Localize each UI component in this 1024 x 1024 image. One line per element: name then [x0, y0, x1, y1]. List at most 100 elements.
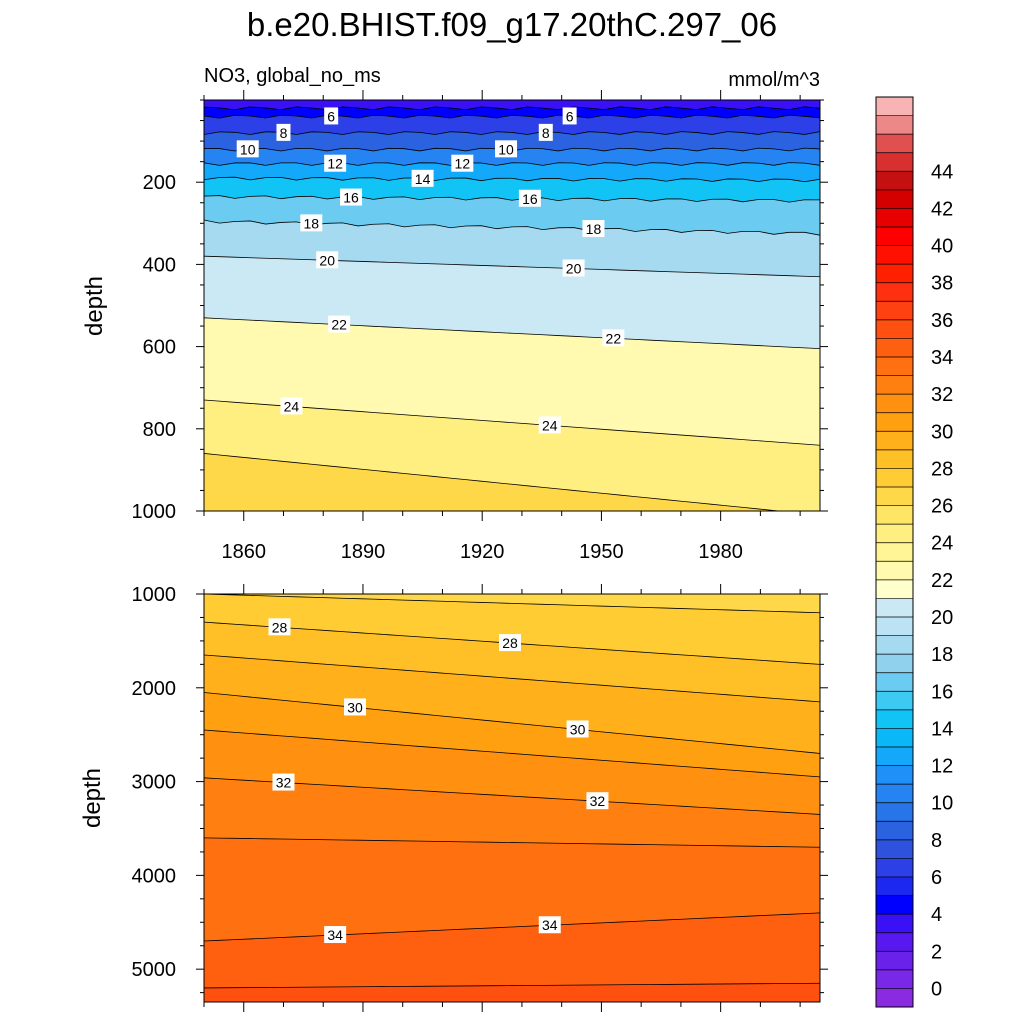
- x-tick-label: 1890: [341, 541, 386, 563]
- contour-label-text: 28: [272, 619, 288, 635]
- colorbar-swatch: [876, 412, 913, 432]
- colorbar-swatch: [876, 858, 913, 878]
- variable-label: NO3, global_no_ms: [204, 65, 381, 87]
- colorbar-tick-label: 22: [931, 570, 953, 592]
- contour-label-text: 20: [566, 261, 582, 277]
- colorbar-swatch: [876, 264, 913, 284]
- contour-label: 24: [280, 397, 303, 415]
- y-tick-label: 600: [143, 337, 176, 359]
- colorbar-swatch: [876, 97, 913, 116]
- contour-label-text: 32: [590, 793, 606, 809]
- colorbar-swatch: [876, 617, 913, 636]
- contour-label-text: 18: [304, 215, 320, 231]
- colorbar-swatch: [876, 227, 913, 246]
- contour-label-bg: [602, 329, 625, 347]
- lower-contour-labels: 28 28 30 30 32 32 34 34: [268, 618, 609, 944]
- colorbar-swatch: [876, 357, 913, 376]
- colorbar-swatch: [876, 839, 913, 859]
- upper-y-axis-label: depth: [81, 276, 108, 336]
- contour-label: 20: [562, 259, 585, 277]
- contour-label: 28: [499, 634, 522, 652]
- contour-label: 32: [272, 773, 295, 791]
- contour-label: 22: [328, 315, 351, 333]
- colorbar-swatch: [876, 932, 913, 952]
- lower-y-axis-label: depth: [79, 768, 106, 828]
- contour-label-text: 6: [566, 108, 574, 124]
- colorbar-swatch: [876, 301, 913, 321]
- colorbar-swatch: [876, 524, 913, 544]
- contour-line: [204, 162, 820, 166]
- colorbar-swatch: [876, 505, 913, 525]
- contour-label-text: 6: [327, 108, 335, 124]
- colorbar-swatch: [876, 747, 913, 766]
- colorbar-tick-label: 30: [931, 421, 953, 443]
- colorbar-tick-label: 20: [931, 607, 953, 629]
- contour-label-text: 8: [280, 125, 288, 141]
- upper-axes: 200 400 600 800 1000 1860 1890 1920 1950 1980: [132, 90, 828, 563]
- colorbar-swatch: [876, 728, 913, 748]
- colorbar-tick-label: 34: [931, 347, 953, 369]
- colorbar-tick-label: 18: [931, 644, 953, 666]
- colorbar-tick-label: 24: [931, 533, 953, 555]
- contour-label-bg: [276, 123, 291, 141]
- colorbar-swatch: [876, 208, 913, 228]
- contour-label-text: 30: [347, 699, 363, 715]
- contour-label: 28: [268, 618, 291, 636]
- colorbar-swatch: [876, 821, 913, 841]
- y-tick-label: 200: [143, 172, 176, 194]
- contour-label: 6: [324, 107, 339, 125]
- contour-label-bg: [582, 220, 605, 238]
- contour-line: [204, 453, 783, 511]
- contour-line: [204, 114, 820, 119]
- contour-label-text: 24: [542, 417, 558, 433]
- lower-axes: 1000 2000 3000 4000 5000: [132, 584, 828, 1012]
- colorbar-swatch: [876, 579, 913, 599]
- contour-label: 30: [344, 698, 367, 716]
- colorbar-tick-label: 4: [931, 904, 942, 926]
- colorbar-swatch: [876, 895, 913, 915]
- colorbar-tick-label: 36: [931, 310, 953, 332]
- colorbar-tick-label: 26: [931, 496, 953, 518]
- contour-label-bg: [538, 123, 553, 141]
- x-tick-label: 1860: [221, 541, 266, 563]
- colorbar-tick-label: 40: [931, 236, 953, 258]
- lower-contour-lines: [204, 594, 820, 989]
- contour-label-text: 34: [542, 917, 558, 933]
- contour-line: [204, 195, 820, 203]
- contour-line: [204, 594, 820, 614]
- contour-label: 10: [236, 140, 259, 158]
- y-tick-label: 1000: [132, 501, 177, 523]
- contour-label-text: 10: [240, 141, 256, 157]
- chart-title: b.e20.BHIST.f09_g17.20thC.297_06: [247, 6, 777, 43]
- colorbar-tick-label: 8: [931, 830, 942, 852]
- colorbar-swatch: [876, 951, 913, 971]
- contour-label: 18: [300, 214, 323, 232]
- contour-label: 16: [518, 189, 541, 207]
- contour-label: 8: [538, 123, 553, 141]
- contour-label-text: 14: [415, 171, 431, 187]
- colorbar-swatch: [876, 672, 913, 692]
- contour-label-bg: [344, 698, 367, 716]
- colorbar-tick-label: 0: [931, 978, 942, 1000]
- colorbar-swatch: [876, 802, 913, 822]
- colorbar-tick-label: 42: [931, 198, 953, 220]
- colorbar-swatch: [876, 171, 913, 191]
- contour-label: 18: [582, 220, 605, 238]
- colorbar-swatch: [876, 914, 913, 934]
- colorbar-swatch: [876, 394, 913, 414]
- contour-label: 34: [324, 926, 347, 944]
- contour-label-bg: [538, 916, 561, 934]
- colorbar-swatch: [876, 654, 913, 674]
- contour-label-bg: [300, 214, 323, 232]
- colorbar-swatch: [876, 282, 913, 302]
- contour-label-text: 34: [327, 927, 343, 943]
- contour-label-bg: [268, 618, 291, 636]
- contour-line: [204, 654, 820, 703]
- contour-label-bg: [324, 107, 339, 125]
- colorbar-swatch: [876, 877, 913, 896]
- contour-label: 14: [411, 169, 434, 187]
- colorbar-tick-label: 6: [931, 867, 942, 889]
